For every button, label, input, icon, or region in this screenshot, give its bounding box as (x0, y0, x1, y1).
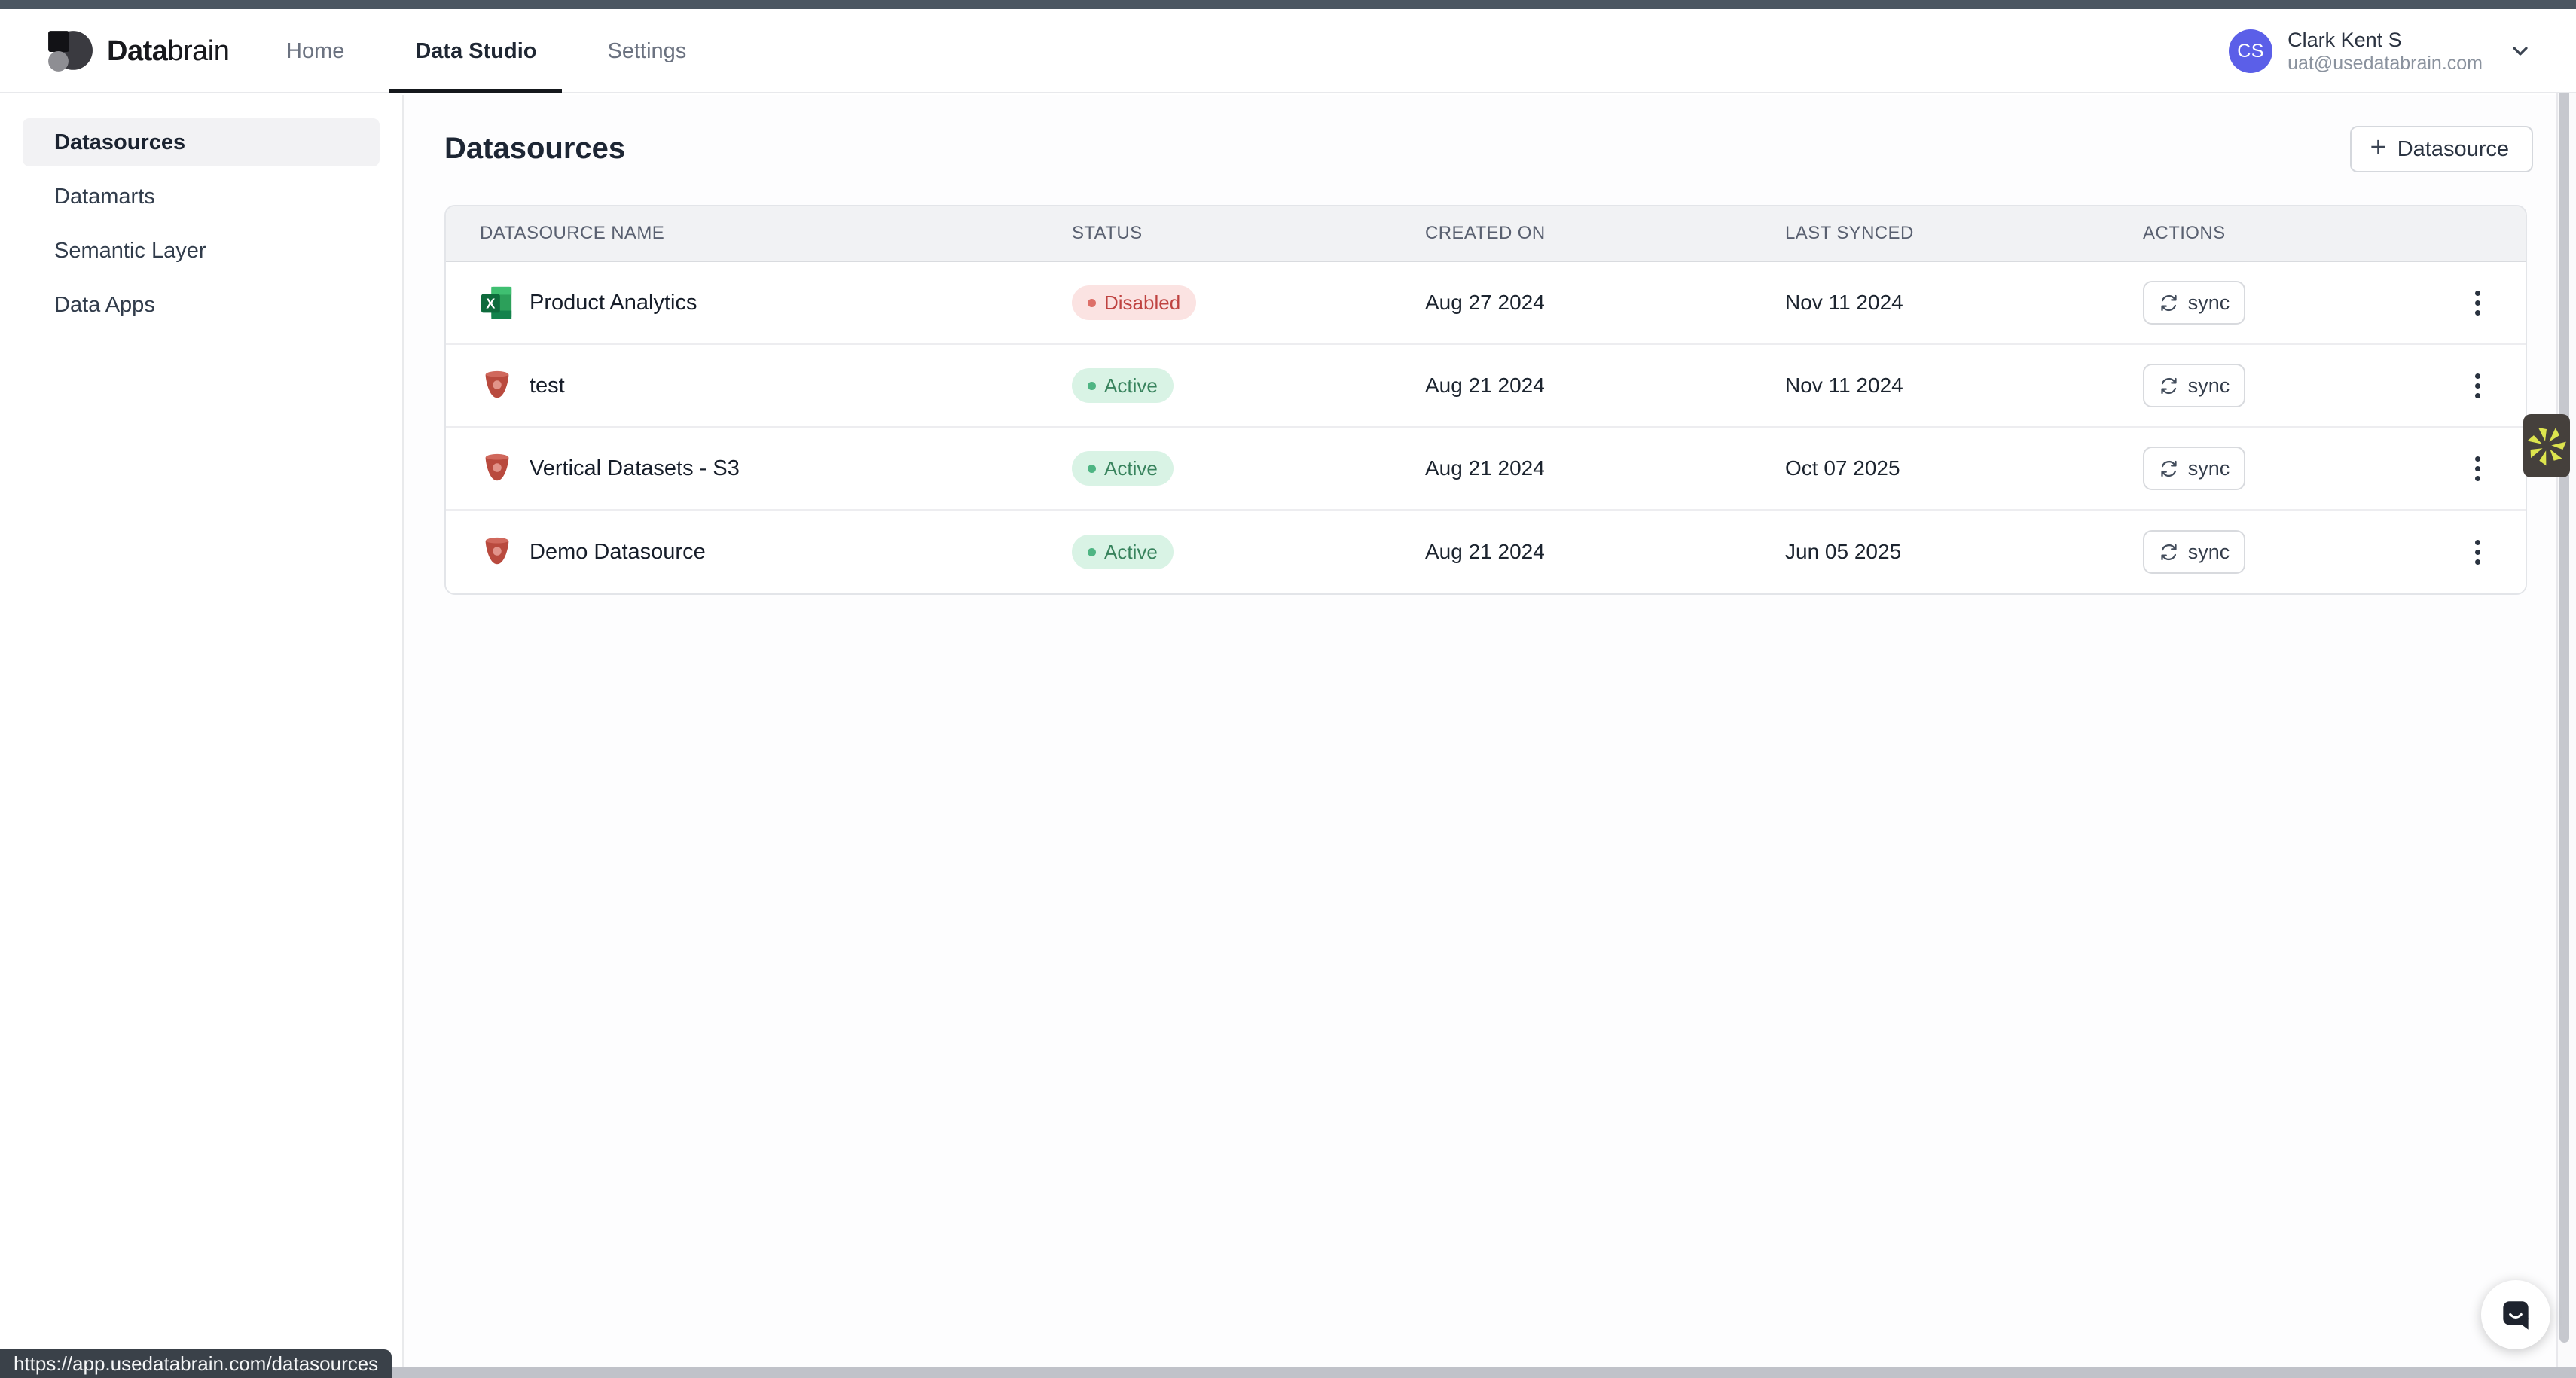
plus-icon: + (2370, 132, 2387, 163)
status-badge: Disabled (1072, 285, 1197, 320)
column-header-status: STATUS (1072, 223, 1143, 243)
s3-icon (485, 453, 509, 481)
browser-top-strip (0, 0, 2576, 9)
sidebar-item-semantic-layer[interactable]: Semantic Layer (54, 238, 206, 263)
column-header-last-synced: LAST SYNCED (1785, 223, 1914, 243)
s3-icon (485, 537, 509, 565)
databrain-logo-icon (48, 31, 93, 72)
user-name: Clark Kent S (2288, 28, 2402, 51)
nav-item-data-studio[interactable]: Data Studio (389, 9, 563, 93)
row-menu-button[interactable] (2469, 450, 2486, 487)
user-email: uat@usedatabrain.com (2288, 53, 2483, 75)
status-dot-icon (1088, 298, 1096, 307)
datasource-name: Vertical Datasets - S3 (480, 451, 740, 486)
datasource-name: Demo Datasource (480, 535, 706, 569)
chevron-down-icon (2513, 47, 2528, 56)
status-dot-icon (1088, 464, 1096, 473)
add-datasource-label: Datasource (2397, 136, 2509, 161)
row-menu-button[interactable] (2469, 534, 2486, 571)
sync-button[interactable]: sync (2143, 364, 2245, 407)
status-badge: Active (1072, 368, 1174, 403)
table-row: Vertical Datasets - S3 Active Aug 21 202… (446, 428, 2526, 511)
browser-bottom-strip (0, 1367, 2576, 1378)
status-dot-icon (1088, 381, 1096, 390)
avatar: CS (2229, 29, 2273, 73)
datasource-name-label: Vertical Datasets - S3 (530, 456, 740, 480)
table-header: DATASOURCE NAME STATUS CREATED ON LAST S… (446, 206, 2526, 262)
last-synced-value: Nov 11 2024 (1785, 373, 1903, 397)
table-row: Demo Datasource Active Aug 21 2024 Jun 0… (446, 511, 2526, 593)
main-nav: Home Data Studio Settings (286, 9, 686, 93)
status-bar-url: https://app.usedatabrain.com/datasources (0, 1349, 392, 1378)
created-on-value: Aug 21 2024 (1425, 540, 1545, 563)
last-synced-value: Oct 07 2025 (1785, 456, 1900, 480)
scrollbar-thumb[interactable] (2559, 15, 2569, 1343)
column-header-actions: ACTIONS (2143, 223, 2226, 243)
chat-bubble-icon (2503, 1301, 2529, 1330)
datasource-name: X Product Analytics (480, 285, 697, 320)
datasource-name-label: Demo Datasource (530, 539, 706, 564)
vertical-scrollbar (2556, 9, 2576, 1367)
created-on-value: Aug 27 2024 (1425, 291, 1545, 314)
table-row: X Product Analytics Disabled Aug 27 2024… (446, 262, 2526, 345)
sync-button[interactable]: sync (2143, 281, 2245, 325)
last-synced-value: Nov 11 2024 (1785, 291, 1903, 314)
datasource-name: test (480, 368, 565, 403)
sync-icon (2161, 294, 2177, 311)
brand-name: Databrain (107, 35, 230, 68)
sync-button[interactable]: sync (2143, 530, 2245, 574)
brand-name-light: brain (167, 35, 230, 67)
sidebar: Datasources Datamarts Semantic Layer Dat… (0, 95, 404, 1378)
sync-icon (2161, 544, 2177, 560)
browser-extension-widget[interactable] (2523, 414, 2570, 477)
page-title: Datasources (444, 132, 626, 165)
nav-item-settings[interactable]: Settings (607, 38, 687, 63)
sidebar-item-datasources[interactable]: Datasources (23, 118, 380, 166)
user-info: Clark Kent S uat@usedatabrain.com (2288, 28, 2483, 75)
nav-item-home[interactable]: Home (286, 38, 345, 63)
main-content: Datasources + Datasource DATASOURCE NAME… (404, 95, 2576, 1378)
sync-icon (2161, 377, 2177, 394)
sidebar-item-data-apps[interactable]: Data Apps (54, 292, 155, 317)
brand-logo[interactable]: Databrain (47, 9, 230, 93)
svg-text:X: X (486, 297, 495, 312)
user-menu[interactable]: CS Clark Kent S uat@usedatabrain.com (2229, 9, 2532, 93)
row-menu-button[interactable] (2469, 367, 2486, 404)
status-badge: Active (1072, 451, 1174, 486)
sidebar-item-datamarts[interactable]: Datamarts (54, 184, 155, 209)
created-on-value: Aug 21 2024 (1425, 456, 1545, 480)
status-badge: Active (1072, 535, 1174, 569)
column-header-created-on: CREATED ON (1425, 223, 1546, 243)
created-on-value: Aug 21 2024 (1425, 373, 1545, 397)
excel-icon: X (481, 286, 512, 319)
datasource-name-label: Product Analytics (530, 290, 697, 315)
status-dot-icon (1088, 547, 1096, 556)
row-menu-button[interactable] (2469, 285, 2486, 322)
datasources-table: DATASOURCE NAME STATUS CREATED ON LAST S… (444, 205, 2527, 595)
chat-launcher-button[interactable] (2481, 1280, 2550, 1349)
last-synced-value: Jun 05 2025 (1785, 540, 1902, 563)
brand-name-bold: Data (107, 35, 168, 67)
add-datasource-button[interactable]: + Datasource (2350, 126, 2533, 172)
sync-button[interactable]: sync (2143, 447, 2245, 490)
top-navbar: Databrain Home Data Studio Settings CS C… (0, 9, 2576, 93)
sync-icon (2161, 460, 2177, 477)
datasource-name-label: test (530, 373, 565, 398)
s3-icon (485, 370, 509, 398)
asterisk-icon (2527, 428, 2566, 466)
table-row: test Active Aug 21 2024 Nov 11 2024 sync (446, 345, 2526, 428)
column-header-datasource-name: DATASOURCE NAME (480, 223, 665, 243)
